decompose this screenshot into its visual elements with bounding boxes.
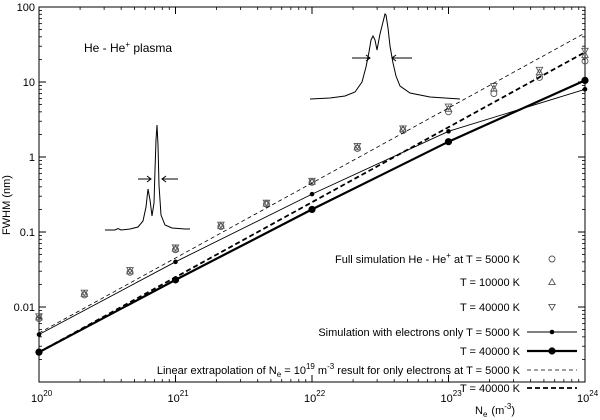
series-1-marker [444, 104, 453, 112]
y-tick-label: 10 [23, 77, 35, 89]
y-tick-label: 0.1 [20, 227, 35, 239]
x-tick-label: 1022 [304, 389, 326, 405]
x-axis-title: Ne (m-3) [475, 402, 515, 419]
legend-superscript: -3 [327, 362, 335, 371]
x-tick-base: 10 [441, 393, 453, 405]
series-4-point [581, 76, 589, 85]
inset-small-width-arrows [138, 175, 178, 183]
x-tick-exponent: 23 [453, 389, 462, 398]
series-0-marker [490, 90, 498, 98]
legend-label-0: Full simulation He - He+ at T = 5000 K [335, 251, 521, 266]
series-2-marker [353, 143, 362, 151]
series-3 [36, 86, 588, 337]
series-3-point [173, 259, 178, 265]
series-3-point [582, 86, 588, 92]
legend-sample-1 [548, 277, 556, 286]
series-1-marker [581, 50, 589, 58]
legend-text-part: m [315, 365, 327, 377]
series-3-point [309, 191, 315, 197]
y-tick-label: 0.01 [14, 302, 35, 314]
legend-superscript: + [446, 251, 451, 260]
series-2-marker [171, 244, 180, 252]
x-tick-exponent: 20 [43, 389, 52, 398]
y-tick-label: 1 [29, 152, 35, 164]
x-tick-label: 1020 [31, 389, 53, 405]
legend-sample-dot-3 [549, 329, 555, 335]
legend-sample-0 [548, 255, 556, 263]
legend-label-2: T = 40000 K [460, 302, 521, 314]
legend-subscript: e [277, 370, 282, 379]
legend-text-part: Full simulation He - He [335, 254, 446, 266]
series-2-marker [489, 83, 498, 91]
x-tick-base: 10 [168, 393, 180, 405]
x-tick-exponent: 21 [180, 389, 189, 398]
series-2-marker [581, 47, 589, 56]
inset-large-curve [309, 13, 461, 100]
legend-text-part: result for only electrons at T = 5000 K [334, 365, 520, 377]
series-1-marker [535, 68, 544, 76]
legend-label-6: T = 40000 K [460, 383, 521, 395]
y-tick-label: 100 [17, 2, 35, 14]
series-2-marker [399, 125, 407, 133]
series-2-marker [535, 66, 544, 75]
legend-label-4: T = 40000 K [460, 346, 521, 358]
legend-sample-2 [548, 303, 556, 312]
series-4-point [308, 205, 316, 214]
series-4-point [444, 138, 453, 146]
legend-label-5: Linear extrapolation of Ne = 1019 m-3 re… [157, 362, 521, 379]
y-axis-title: FWHM (nm) [1, 175, 13, 235]
series-2-marker [35, 313, 43, 321]
inset-small-profile [105, 124, 190, 231]
series-4 [35, 76, 589, 356]
series-2 [35, 47, 589, 321]
series-2-marker [262, 199, 271, 207]
plasma-annotation: He - He+ plasma [84, 40, 172, 55]
series-3-point [446, 129, 451, 134]
series-0-marker [80, 291, 88, 299]
legend-text-part: Linear extrapolation of N [157, 365, 277, 377]
x-tick-label: 1021 [168, 389, 190, 405]
legend: Full simulation He - He+ at T = 5000 K T … [157, 251, 577, 395]
series-0-marker [172, 246, 179, 254]
series-5 [38, 32, 586, 334]
x-tick-base: 10 [304, 393, 316, 405]
x-tick-label: 1023 [441, 389, 463, 405]
series-2-marker [126, 267, 134, 275]
inset-large-width-arrows [352, 54, 412, 62]
series-2-marker [80, 289, 89, 297]
legend-superscript: 19 [306, 362, 315, 371]
line-profile-insets [105, 13, 461, 231]
series-2-marker [308, 177, 316, 186]
x-tick-label: 1024 [577, 389, 599, 405]
series-0-marker [126, 268, 134, 276]
series-0-marker [353, 145, 361, 152]
series-0-marker [445, 108, 452, 116]
legend-text-part: = 10 [281, 365, 306, 377]
x-tick-base: 10 [31, 393, 43, 405]
chart-labels: He - He+ plasma FWHM (nm) Ne (m-3) [1, 40, 515, 419]
series-3-point [36, 332, 42, 337]
series-0 [35, 57, 589, 323]
series-0-marker [217, 223, 225, 231]
x-tick-base: 10 [577, 393, 589, 405]
series-0-marker [581, 57, 589, 65]
series-2-marker [216, 221, 225, 229]
inset-large-profile [309, 13, 461, 100]
series-5-line [38, 32, 586, 334]
series-1-marker [489, 84, 498, 92]
x-tick-exponent: 22 [316, 389, 325, 398]
legend-label-1: T = 10000 K [460, 277, 521, 289]
legend-text-part: 5000 K [485, 254, 521, 266]
legend-label-3: Simulation with electrons only T = 5000 … [318, 327, 520, 339]
x-tick-exponent: 24 [589, 389, 598, 398]
legend-text-part: at T = [451, 254, 485, 266]
legend-sample-dot-4 [548, 347, 556, 355]
inset-small-curve [105, 124, 190, 231]
